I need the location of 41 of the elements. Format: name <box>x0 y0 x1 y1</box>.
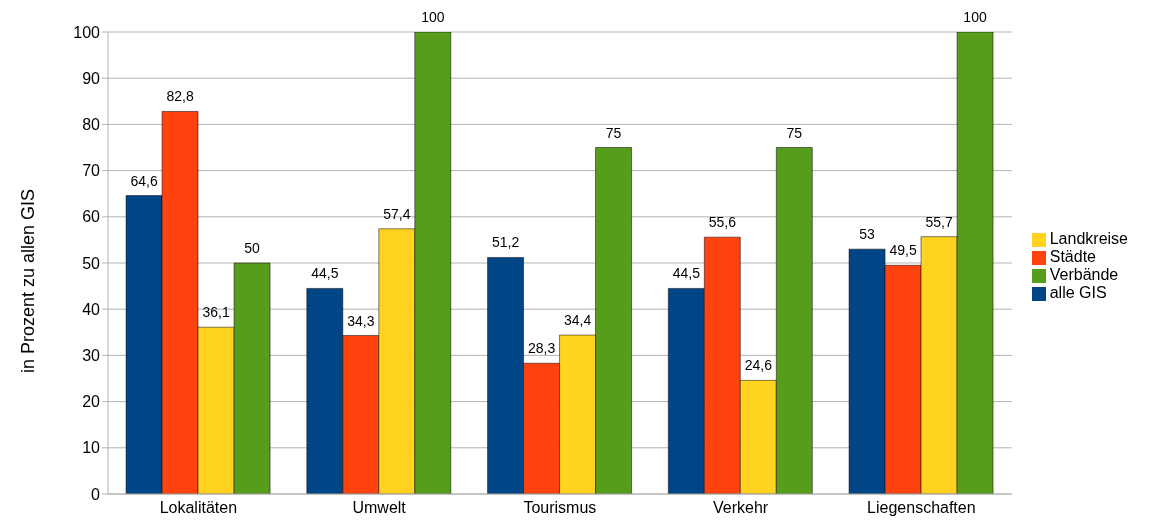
data-label: 100 <box>963 9 987 25</box>
data-label: 57,4 <box>383 205 411 222</box>
legend-label: Verbände <box>1049 266 1119 283</box>
y-tick-label: 50 <box>82 254 101 272</box>
legend-label: Landkreise <box>1049 230 1128 247</box>
data-label: 50 <box>244 240 261 256</box>
data-label: 100 <box>421 9 445 25</box>
y-tick-label: 30 <box>82 347 101 365</box>
y-tick-label: 40 <box>82 300 101 318</box>
y-tick-label: 0 <box>91 485 101 503</box>
y-tick-label: 20 <box>82 393 101 411</box>
data-label: 24,6 <box>744 357 773 374</box>
data-label: 36,1 <box>202 304 230 321</box>
data-label: 82,8 <box>166 88 194 105</box>
data-label: 34,4 <box>563 312 592 329</box>
data-label: 51,2 <box>491 234 520 251</box>
data-label: 34,3 <box>347 312 375 329</box>
y-tick-label: 80 <box>82 116 101 134</box>
x-tick-label: Umwelt <box>352 499 407 517</box>
legend-label: alle GIS <box>1049 284 1107 301</box>
x-tick-label: Verkehr <box>713 499 769 517</box>
x-tick-label: Tourismus <box>523 499 597 517</box>
data-label: 64,6 <box>130 172 158 189</box>
data-label: 75 <box>786 124 803 141</box>
y-tick-label: 10 <box>82 439 101 457</box>
data-label: 44,5 <box>672 265 701 282</box>
y-tick-label: 60 <box>82 208 101 226</box>
data-label: 75 <box>605 124 622 141</box>
y-tick-label: 100 <box>73 23 101 41</box>
data-label: 49,5 <box>889 242 917 259</box>
x-tick-label: Liegenschaften <box>867 499 976 517</box>
data-label: 55,6 <box>708 214 737 231</box>
data-label: 28,3 <box>527 340 556 357</box>
data-label: 55,7 <box>925 213 953 230</box>
legend-label: Städte <box>1049 248 1096 265</box>
y-axis-title: in Prozent zu allen GIS <box>18 188 39 373</box>
data-label: 53 <box>859 226 876 243</box>
y-tick-label: 90 <box>82 69 101 87</box>
y-tick-label: 70 <box>82 162 101 180</box>
x-tick-label: Lokalitäten <box>159 499 238 517</box>
data-label: 44,5 <box>311 265 339 282</box>
